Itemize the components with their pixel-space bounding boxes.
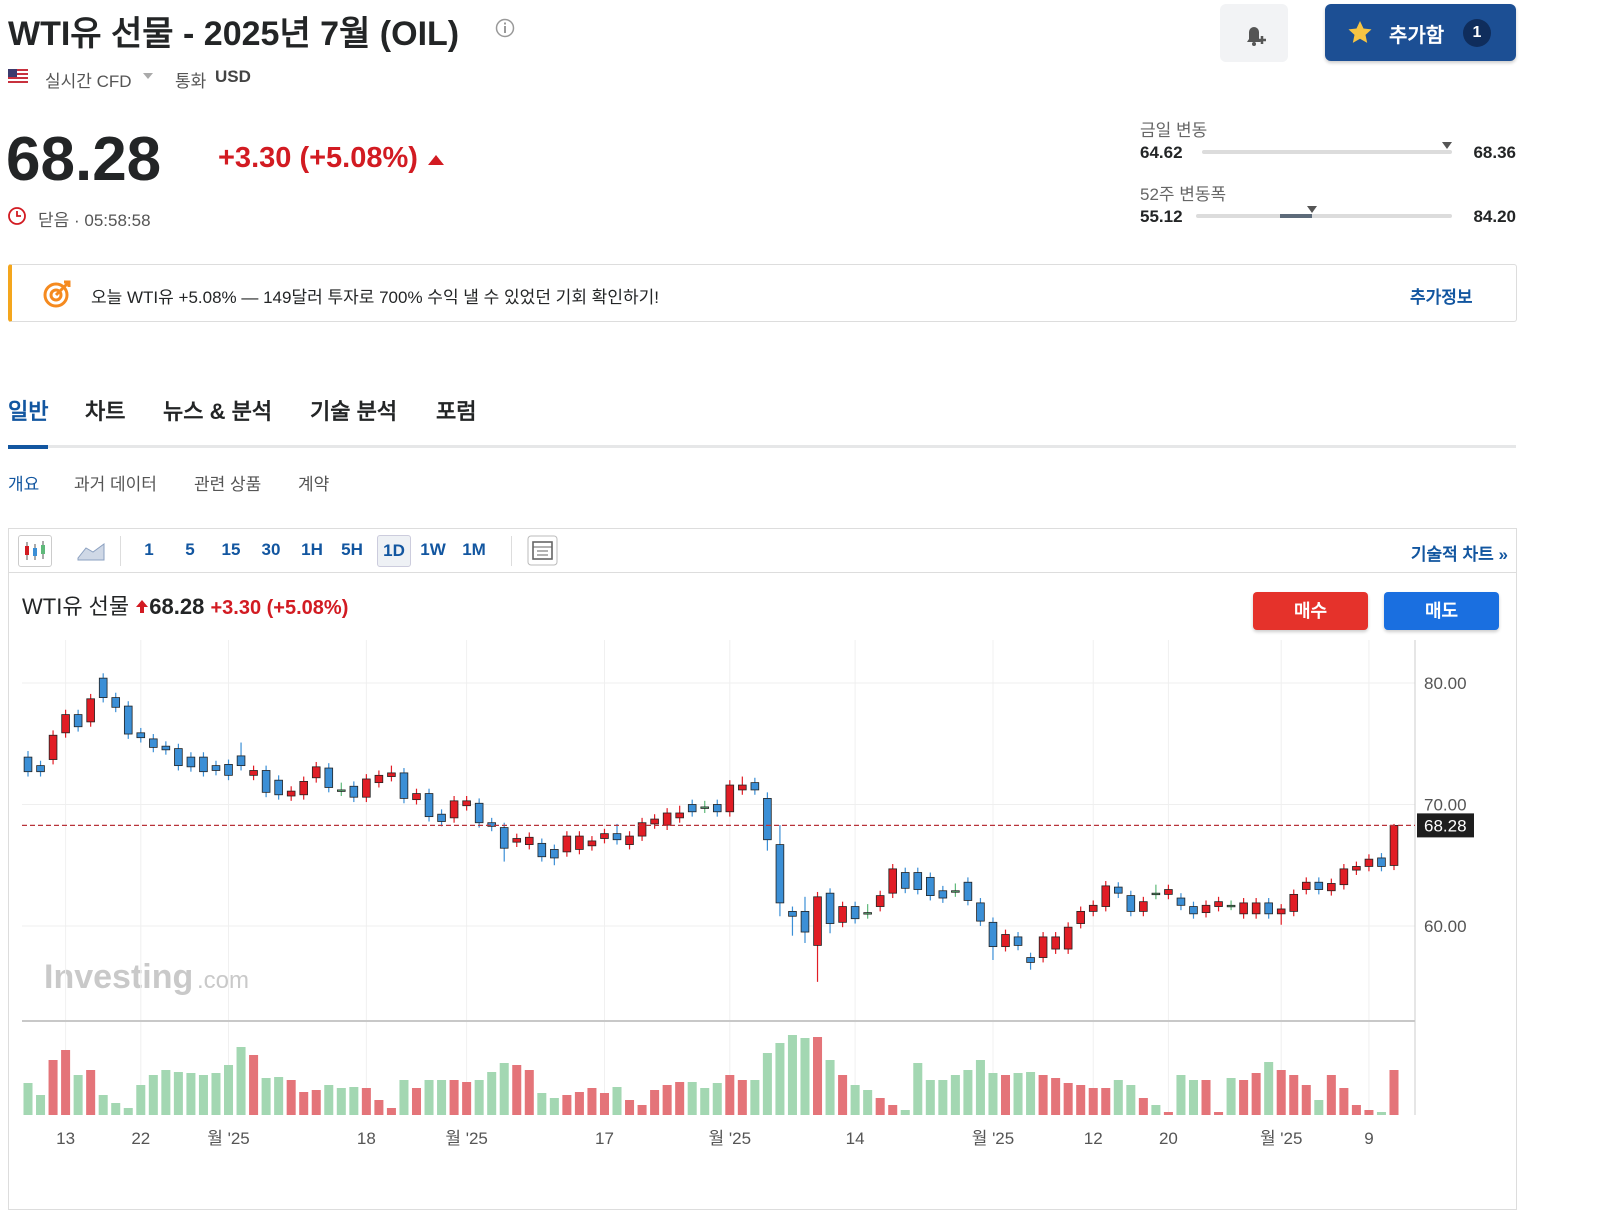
range-bar: [1196, 214, 1452, 218]
watchlist-button[interactable]: 추가함 1: [1325, 4, 1516, 61]
area-type-button[interactable]: [76, 538, 106, 562]
interval-button[interactable]: 5H: [341, 540, 363, 559]
watchlist-label: 추가함: [1389, 25, 1445, 47]
active-tab-underline: [8, 445, 48, 449]
change-abs: +3.30: [218, 142, 292, 174]
tab[interactable]: 차트: [85, 399, 126, 424]
range-marker: [1441, 142, 1452, 149]
interval-button[interactable]: 1: [144, 540, 154, 559]
banner-link[interactable]: 추가정보: [1410, 288, 1473, 307]
watch-count: 1: [1463, 19, 1491, 47]
last-price: 68.28: [6, 125, 162, 194]
market-status: 닫음 · 05:58:58: [38, 211, 151, 230]
interval-button[interactable]: 1W: [420, 540, 446, 559]
interval-button[interactable]: 1H: [301, 540, 323, 559]
tab[interactable]: 기술 분석: [310, 399, 398, 424]
chart-title: WTI유 선물: [22, 594, 130, 619]
instrument-title: WTI유 선물 - 2025년 7월 (OIL): [8, 15, 460, 53]
banner-text: 오늘 WTI유 +5.08% — 149달러 투자로 700% 수익 낼 수 있…: [91, 288, 659, 307]
toolbar-sep: [511, 536, 512, 566]
subtab[interactable]: 계약: [298, 475, 330, 494]
subtab[interactable]: 개요: [8, 475, 40, 494]
toolbar-sep: [120, 536, 121, 566]
feed-caret[interactable]: [143, 73, 153, 79]
buy-button[interactable]: 매수: [1253, 592, 1368, 630]
tab[interactable]: 일반: [8, 399, 49, 424]
us-flag: [8, 69, 28, 83]
info-icon[interactable]: [494, 17, 516, 39]
chart-price: 68.28: [149, 594, 205, 619]
range-low: 55.12: [1140, 207, 1183, 226]
change-pct: (+5.08%): [299, 142, 418, 174]
chart-header: WTI유 선물 68.28 +3.30 (+5.08%): [22, 589, 348, 621]
chart-frame: [8, 528, 1517, 1210]
range-marker: [1306, 206, 1317, 213]
range-label: 금일 변동: [1140, 121, 1208, 140]
tab[interactable]: 포럼: [436, 399, 477, 424]
range-high: 68.36: [1473, 143, 1516, 162]
day-range-segment: [1279, 214, 1312, 218]
chart-change: +3.30: [210, 597, 262, 619]
feed-label: 실시간 CFD: [45, 72, 132, 91]
range-low: 64.62: [1140, 143, 1183, 162]
technical-chart-link[interactable]: 기술적 차트 »: [1410, 545, 1508, 564]
chart-change-pct: (+5.08%): [266, 597, 349, 619]
interval-button[interactable]: 1D: [377, 535, 411, 567]
price-change: +3.30 (+5.08%): [218, 142, 446, 175]
interval-button[interactable]: 5: [185, 540, 195, 559]
clock-icon: [8, 207, 26, 225]
promo-banner: 오늘 WTI유 +5.08% — 149달러 투자로 700% 수익 낼 수 있…: [8, 264, 1517, 322]
candle-type-button[interactable]: [18, 535, 52, 567]
subtab[interactable]: 관련 상품: [194, 475, 262, 494]
tab[interactable]: 뉴스 & 분석: [163, 399, 273, 424]
range-label: 52주 변동폭: [1140, 185, 1227, 204]
toolbar-divider: [9, 572, 1516, 573]
layout-button[interactable]: [527, 535, 558, 566]
alert-button[interactable]: [1220, 4, 1288, 62]
interval-button[interactable]: 15: [221, 540, 241, 559]
interval-button[interactable]: 1M: [462, 540, 486, 559]
range-bar: [1202, 150, 1452, 154]
range-high: 84.20: [1473, 207, 1516, 226]
currency-label: 통화: [175, 72, 207, 91]
subtab[interactable]: 과거 데이터: [74, 475, 157, 494]
currency: USD: [215, 67, 251, 86]
sell-button[interactable]: 매도: [1384, 592, 1499, 630]
tabs-divider: [8, 445, 1516, 448]
interval-button[interactable]: 30: [261, 540, 281, 559]
